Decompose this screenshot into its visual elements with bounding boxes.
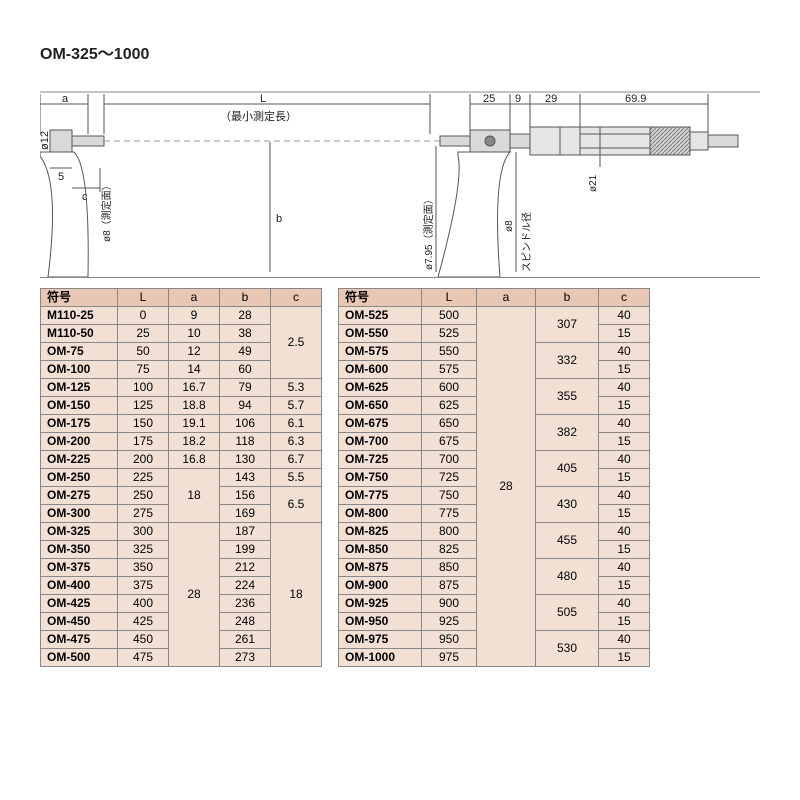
th-a: a (477, 289, 536, 307)
th-L: L (422, 289, 477, 307)
dim-25: 25 (483, 93, 495, 105)
th-sym: 符号 (339, 289, 422, 307)
table-row: OM-22520016.81306.7 (41, 451, 322, 469)
dim-b: b (276, 213, 282, 225)
th-c: c (271, 289, 322, 307)
page-title: OM-325～1000 (40, 40, 760, 64)
table-row: OM-20017518.21186.3 (41, 433, 322, 451)
table-row: OM-5255002830740 (339, 307, 650, 325)
th-c: c (599, 289, 650, 307)
dim-d21: ø21 (588, 174, 599, 192)
technical-diagram: a L （最小測定長） 25 9 29 69.9 (40, 72, 760, 278)
th-L: L (118, 289, 169, 307)
table-row: OM-250225181435.5 (41, 469, 322, 487)
dim-d12: ø12 (40, 131, 51, 150)
dim-d8-spindle: ø8 (504, 220, 515, 232)
dim-L: L (260, 93, 266, 105)
dim-9: 9 (515, 93, 521, 105)
th-a: a (169, 289, 220, 307)
dim-5: 5 (58, 171, 64, 183)
spindle-note: スピンドル径 (520, 212, 533, 272)
table-row: M110-2509282.5 (41, 307, 322, 325)
dim-29: 29 (545, 93, 557, 105)
table-row: OM-12510016.7795.3 (41, 379, 322, 397)
th-sym: 符号 (41, 289, 118, 307)
dim-L-note: （最小測定長） (220, 109, 297, 123)
dim-d8-left: ø8（測定面） (100, 180, 113, 242)
table-row: OM-17515019.11066.1 (41, 415, 322, 433)
dim-69.9: 69.9 (625, 93, 646, 105)
th-b: b (536, 289, 599, 307)
table-row: OM-15012518.8945.7 (41, 397, 322, 415)
dim-c: c (82, 191, 88, 203)
dim-d795: ø7.95（測定面） (422, 194, 435, 270)
table-row: OM-3253002818718 (41, 523, 322, 541)
th-b: b (220, 289, 271, 307)
spec-table-a: 符号LabcM110-2509282.5M110-50251038OM-7550… (40, 288, 322, 667)
dim-a: a (62, 93, 69, 105)
spec-table-b: 符号LabcOM-5255002830740OM-55052515OM-5755… (338, 288, 650, 667)
spec-tables: 符号LabcM110-2509282.5M110-50251038OM-7550… (40, 288, 760, 667)
